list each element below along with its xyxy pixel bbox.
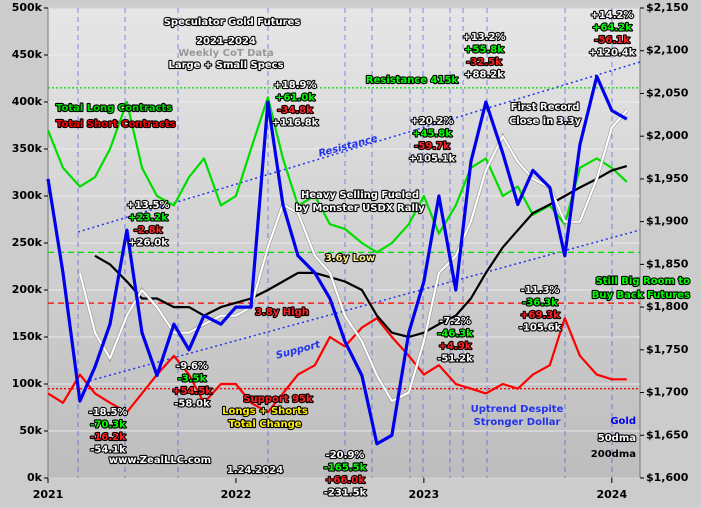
annotation: Longs + Shorts <box>222 406 308 417</box>
annotation: 1.24.2024 <box>227 465 283 476</box>
y-tick-label: 100k <box>12 377 43 390</box>
change-line: -11.3% <box>521 285 560 296</box>
change-line: +69.3k <box>520 310 560 321</box>
y-tick-label: 400k <box>12 95 43 108</box>
change-line: +13.5% <box>126 200 169 211</box>
change-line: -165.5k <box>324 463 367 474</box>
y2-tick-label: $2,150 <box>646 1 689 14</box>
y2-tick-label: $2,050 <box>646 86 689 99</box>
series-line <box>46 96 628 254</box>
x-tick-label: 2022 <box>221 488 252 501</box>
change-line: -20.9% <box>326 450 365 461</box>
y2-tick-label: $1,600 <box>646 471 689 484</box>
series-line <box>46 74 628 446</box>
change-line: +64.2k <box>592 23 632 34</box>
change-line: +120.4k <box>589 48 636 59</box>
y-tick-label: 350k <box>12 142 43 155</box>
change-line: +20.2% <box>410 116 453 127</box>
change-line: +61.0k <box>275 93 315 104</box>
change-line: -18.5% <box>89 407 128 418</box>
change-line: +14.2% <box>590 10 633 21</box>
annotation: Stronger Dollar <box>474 417 561 428</box>
y-tick-label: 500k <box>12 1 43 14</box>
y-tick-label: 200k <box>12 283 43 296</box>
y2-tick-label: $2,100 <box>646 44 689 57</box>
y2-tick-label: $1,650 <box>646 428 689 441</box>
y2-tick-label: $1,850 <box>646 257 689 270</box>
y2-tick-label: $1,800 <box>646 300 689 313</box>
subtitle: 2021-2024 <box>196 36 256 47</box>
annotation: Uptrend Despite <box>471 404 564 415</box>
annotation: Heavy Selling Fueled <box>301 190 419 201</box>
change-line: -34.8k <box>277 105 313 116</box>
change-line: -70.3k <box>90 420 126 431</box>
subtitle: Weekly CoT Data <box>178 48 273 59</box>
change-line: +26.0k <box>128 238 168 249</box>
y2-tick-label: $1,700 <box>646 386 689 399</box>
change-line: -46.3k <box>437 329 473 340</box>
change-line: -32.5k <box>466 57 502 68</box>
change-line: -59.7k <box>414 141 450 152</box>
change-line: +116.8k <box>272 118 319 129</box>
y2-tick-label: $1,900 <box>646 215 689 228</box>
change-line: +54.5k <box>172 386 212 397</box>
change-line: -51.2k <box>437 354 473 365</box>
change-line: +66.0k <box>325 475 365 486</box>
change-line: +55.8k <box>464 45 504 56</box>
change-line: +105.1k <box>409 154 456 165</box>
change-line: -54.1k <box>90 445 126 456</box>
change-line: -56.1k <box>594 35 630 46</box>
change-line: +88.2k <box>464 70 504 81</box>
legend-entry: Total Long Contracts <box>56 103 172 114</box>
change-line: +23.2k <box>128 213 168 224</box>
y-tick-label: 150k <box>12 330 43 343</box>
x-tick-label: 2023 <box>409 488 440 501</box>
y-tick-label: 0k <box>27 471 43 484</box>
trend-channel <box>84 229 641 383</box>
series-line <box>47 317 627 414</box>
annotation: 3.6y Low <box>325 253 375 264</box>
change-line: -3.5k <box>178 374 207 385</box>
annotation: 3.8y High <box>255 307 309 318</box>
annotation: Buy Back Futures <box>592 290 690 301</box>
annotation: Resistance 415k <box>366 75 459 86</box>
legend-entry: 200dma <box>591 449 636 460</box>
change-line: +45.8k <box>412 129 452 140</box>
annotation: by Monster USDX Rally <box>295 203 425 214</box>
annotation: Total Change <box>228 419 301 430</box>
y-tick-label: 50k <box>19 424 42 437</box>
chart-title: Speculator Gold Futures <box>164 17 301 28</box>
change-line: -36.3k <box>522 298 558 309</box>
change-line: -105.6k <box>519 323 562 334</box>
change-line: -58.0k <box>174 399 210 410</box>
annotation: Close in 3.3y <box>509 116 582 127</box>
y-tick-label: 300k <box>12 189 43 202</box>
y2-tick-label: $1,750 <box>646 343 689 356</box>
x-tick-label: 2021 <box>33 488 64 501</box>
y-tick-label: 450k <box>12 48 43 61</box>
annotation: First Record <box>511 102 580 113</box>
change-line: -231.5k <box>324 488 367 499</box>
annotation: Support 95k <box>243 394 313 405</box>
y2-tick-label: $1,950 <box>646 172 689 185</box>
subtitle: Large + Small Specs <box>168 60 283 71</box>
legend-entry: Total Short Contracts <box>56 119 176 130</box>
y2-tick-label: $2,000 <box>646 129 689 142</box>
change-line: +13.2% <box>462 32 505 43</box>
change-line: +4.9k <box>439 341 472 352</box>
change-line: -16.2k <box>90 432 126 443</box>
change-line: +18.9% <box>273 80 316 91</box>
y-tick-label: 250k <box>12 236 43 249</box>
x-tick-label: 2024 <box>596 488 627 501</box>
change-line: -7.2% <box>439 316 471 327</box>
change-line: -9.6% <box>176 361 208 372</box>
annotation: www.ZealLLC.com <box>109 455 211 466</box>
change-line: -2.8k <box>134 225 163 236</box>
annotation: Still Big Room to <box>596 276 691 287</box>
legend-entry: Gold <box>610 416 636 427</box>
series-line <box>94 165 628 339</box>
legend-entry: 50dma <box>598 433 636 444</box>
